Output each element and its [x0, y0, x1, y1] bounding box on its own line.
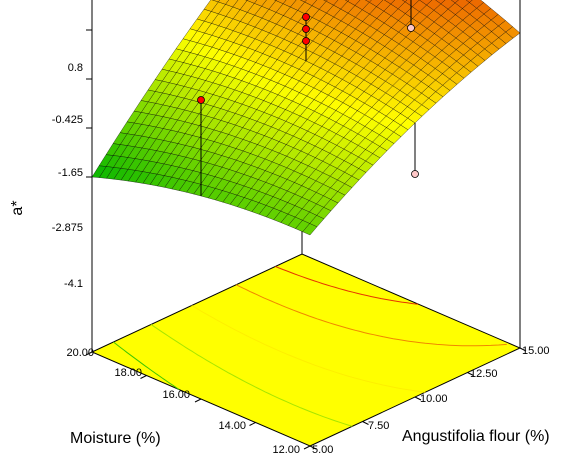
angustifolia-tick [362, 421, 369, 425]
angustifolia-tick [414, 396, 422, 401]
angustifolia-tick [309, 445, 317, 450]
angustifolia-tick-label: 10.00 [420, 393, 448, 405]
contour-line [191, 305, 426, 393]
z-tick-label: -4.1 [64, 278, 83, 290]
moisture-axis: 20.00 18.00 16.00 14.00 12.00 Moisture (… [66, 347, 300, 456]
z-axis: 0.8 -0.425 -1.65 -2.875 -4.1 a* [9, 62, 83, 290]
contour-line [235, 284, 507, 347]
design-point [411, 170, 419, 178]
moisture-tick [194, 398, 202, 403]
contour-line [113, 341, 180, 391]
surface-cell [401, 0, 408, 3]
response-surface [91, 0, 521, 236]
angustifolia-tick-label: 15.00 [522, 345, 550, 357]
z-tick-label: -0.425 [52, 114, 83, 126]
design-point [302, 25, 310, 33]
surface-cell [364, 0, 372, 3]
angustifolia-tick-label: 7.50 [368, 420, 389, 432]
z-axis-title: a* [9, 200, 26, 215]
angustifolia-tick-label: 5.00 [312, 444, 333, 456]
design-point [302, 37, 310, 45]
contour-floor [90, 253, 522, 447]
angustifolia-tick-label: 12.50 [470, 368, 498, 380]
design-points [197, 0, 419, 196]
moisture-tick [303, 445, 311, 450]
floor-plane [90, 253, 522, 447]
angustifolia-tick [467, 372, 474, 376]
design-point [197, 96, 205, 104]
angustifolia-tick [519, 347, 527, 352]
moisture-axis-title: Moisture (%) [70, 430, 161, 447]
surface-cell [465, 0, 473, 3]
moisture-tick [85, 351, 93, 356]
moisture-tick-label: 20.00 [66, 347, 94, 359]
z-tick-label: -1.65 [58, 167, 83, 179]
angustifolia-axis-title: Angustifolia flour (%) [402, 428, 550, 445]
design-point [302, 13, 310, 21]
moisture-tick-label: 14.00 [218, 420, 246, 432]
moisture-tick-label: 16.00 [162, 389, 190, 401]
design-point [407, 24, 415, 32]
angustifolia-axis: 5.00 7.50 10.00 12.50 15.00 Angustifolia… [312, 345, 550, 456]
surface-cell [302, 223, 318, 236]
moisture-tick-label: 18.00 [114, 367, 142, 379]
moisture-tick [140, 375, 147, 379]
z-tick-label: -2.875 [52, 222, 83, 234]
moisture-tick [249, 422, 256, 426]
contour-line [275, 265, 419, 305]
surface-cell [450, 0, 459, 4]
z-tick-label: 0.8 [68, 62, 83, 74]
moisture-tick-label: 12.00 [272, 444, 300, 456]
contour-line [150, 323, 353, 427]
